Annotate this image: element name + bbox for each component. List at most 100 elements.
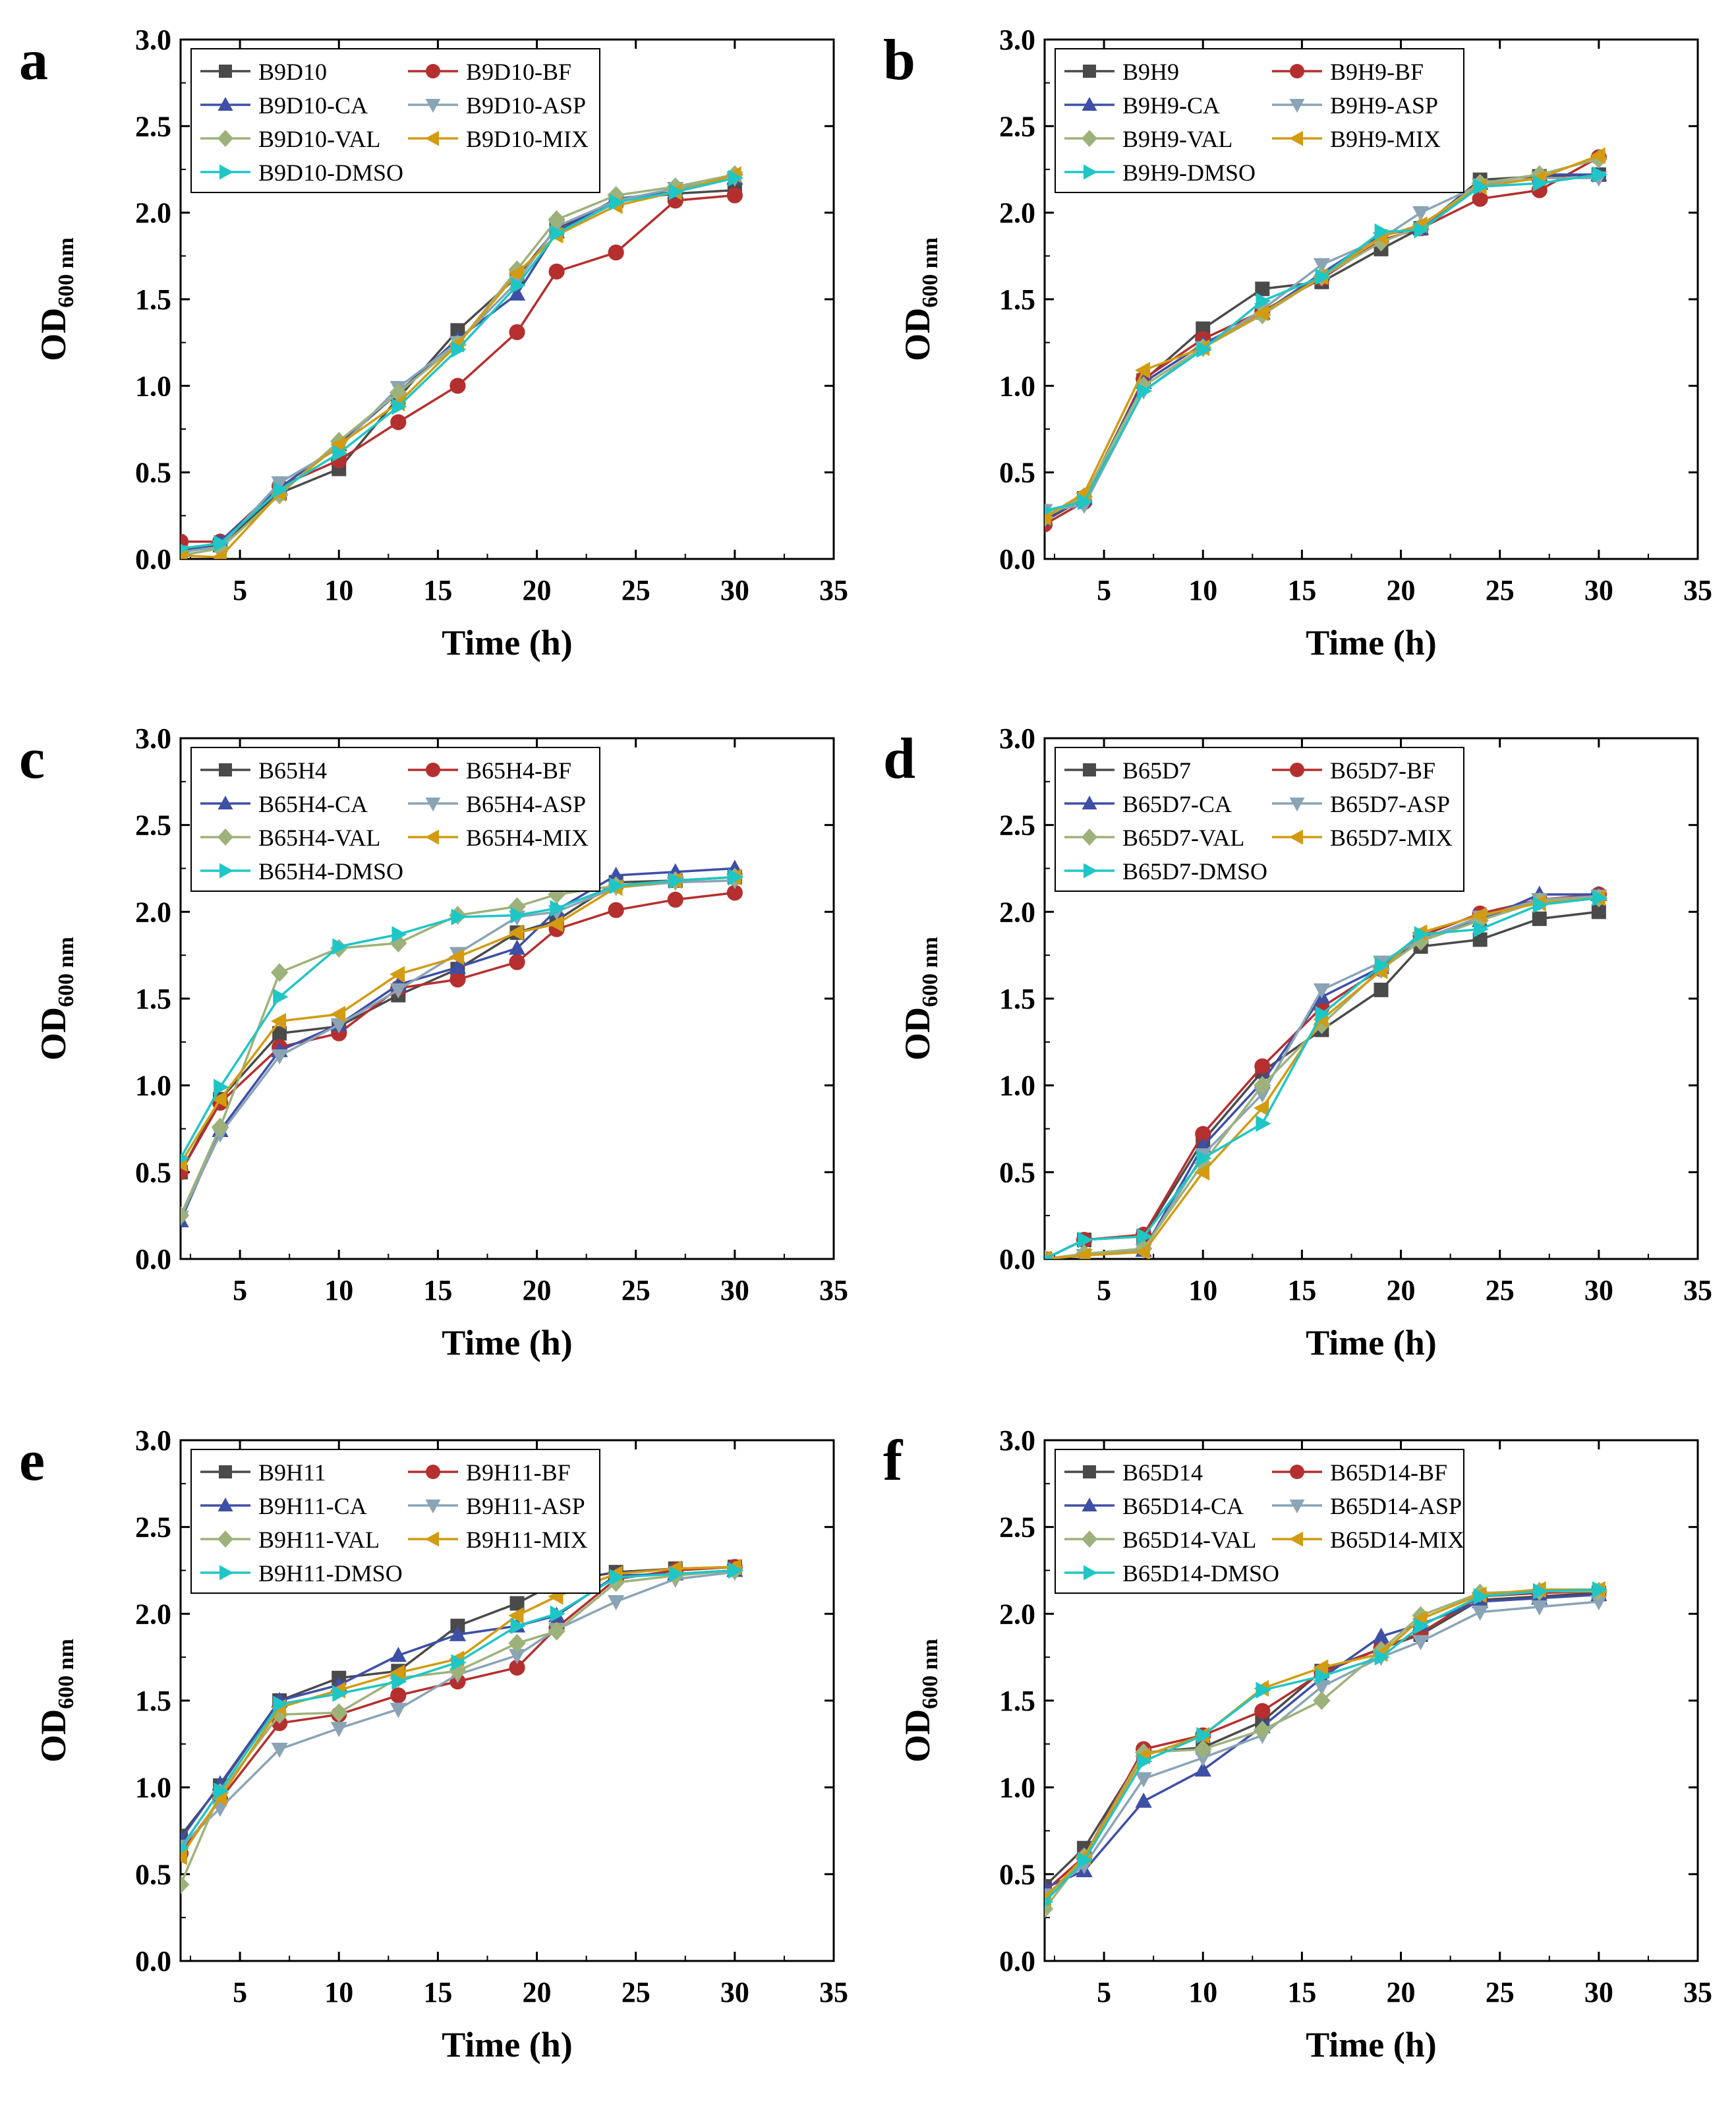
legend-box xyxy=(1055,48,1464,193)
data-point xyxy=(1254,1703,1271,1719)
data-point xyxy=(1196,1150,1212,1167)
x-tick-label: 5 xyxy=(233,1976,247,2008)
legend-marker xyxy=(1289,1531,1303,1547)
data-point xyxy=(1414,925,1430,943)
y-axis-title-subscript: 600 nm xyxy=(54,237,78,308)
y-tick-label: 2.0 xyxy=(999,1598,1035,1630)
legend-entry: B9D10-MIX xyxy=(408,126,589,152)
legend-entry: B65D7 xyxy=(1064,757,1191,784)
data-point xyxy=(214,1078,229,1095)
y-tick-label: 3.0 xyxy=(135,1424,171,1457)
data-point xyxy=(390,1647,407,1662)
data-point xyxy=(1313,1691,1331,1710)
data-point xyxy=(550,225,565,242)
legend-entry: B9H11 xyxy=(200,1459,326,1486)
y-tick-label: 3.0 xyxy=(999,24,1035,56)
data-point xyxy=(1078,493,1093,510)
legend-marker xyxy=(219,1465,232,1478)
legend-entry: B9H9 xyxy=(1064,59,1179,85)
legend-marker xyxy=(425,131,439,146)
x-axis-title: Time (h) xyxy=(442,2025,573,2064)
data-point xyxy=(390,983,407,999)
data-point xyxy=(1592,166,1608,183)
data-point xyxy=(1374,982,1389,997)
data-point xyxy=(508,1607,524,1624)
legend-entry: B65D14-MIX xyxy=(1272,1527,1464,1553)
legend-label: B65D7-ASP xyxy=(1330,791,1450,817)
x-axis-title: Time (h) xyxy=(442,623,573,662)
legend-marker xyxy=(425,798,441,811)
legend-entry: B65D7-DMSO xyxy=(1064,858,1267,885)
legend-label: B9H11 xyxy=(258,1459,326,1486)
data-point xyxy=(609,194,625,211)
data-layer xyxy=(181,860,744,1227)
series-line xyxy=(1045,896,1599,1259)
chart-panel-d: d 5 10 15 20 25 30 35 0.0 0.5 1.0 1.5 2.0 2.5 3.0 Time … xyxy=(883,722,1712,1362)
legend-marker xyxy=(1082,97,1097,111)
data-point xyxy=(1532,896,1548,914)
legend-marker xyxy=(425,99,441,113)
data-point xyxy=(668,183,684,200)
data-point xyxy=(726,885,743,901)
data-point xyxy=(1137,1228,1153,1245)
data-point xyxy=(211,1117,229,1137)
data-point xyxy=(548,210,565,229)
data-point xyxy=(607,186,625,205)
legend-marker xyxy=(425,1531,439,1547)
series-line xyxy=(1045,1600,1599,1896)
x-tick-label: 35 xyxy=(1683,574,1712,606)
series-b65d7-dmso xyxy=(1045,889,1608,1259)
y-axis-title: OD600 nm xyxy=(898,1639,942,1763)
data-point xyxy=(1532,1583,1548,1600)
chart-panel-a: a 5 10 15 20 25 30 35 0.0 0.5 1.0 1.5 2.0 2.5 3.0 Time … xyxy=(19,24,848,662)
legend-label: B9H11-DMSO xyxy=(258,1560,403,1587)
x-tick-label: 5 xyxy=(1097,1274,1111,1306)
x-tick-label: 25 xyxy=(1486,574,1515,606)
series-line xyxy=(1045,893,1599,1259)
data-point xyxy=(391,398,407,415)
data-point xyxy=(1196,341,1212,358)
legend-entry: B65H4-VAL xyxy=(200,825,380,851)
data-point xyxy=(391,925,407,943)
legend-entry: B9H11-ASP xyxy=(408,1493,585,1519)
data-point xyxy=(1532,175,1548,192)
data-point xyxy=(508,939,526,955)
data-point xyxy=(390,1703,407,1718)
series-b65d14-asp xyxy=(1045,1595,1607,1904)
series-b65d7-mix xyxy=(1045,889,1606,1259)
legend-label: B65D14-MIX xyxy=(1330,1527,1464,1553)
data-point xyxy=(1374,1649,1390,1666)
panel-label: c xyxy=(19,727,45,791)
x-tick-label: 35 xyxy=(1683,1274,1712,1306)
data-point xyxy=(271,476,288,492)
legend-marker xyxy=(1084,863,1097,879)
data-point xyxy=(272,1026,287,1041)
x-tick-label: 10 xyxy=(324,574,353,606)
y-tick-label: 1.0 xyxy=(999,1070,1035,1102)
legend-entry: B65D14-DMSO xyxy=(1064,1560,1279,1587)
series-line xyxy=(1045,173,1599,521)
data-point xyxy=(1473,1588,1489,1605)
data-point xyxy=(1313,258,1331,274)
data-point xyxy=(1315,1006,1331,1023)
legend-label: B9H11-ASP xyxy=(466,1493,585,1519)
legend-label: B65H4-ASP xyxy=(466,791,586,817)
x-tick-label: 15 xyxy=(423,1274,452,1306)
data-point xyxy=(1134,362,1151,379)
x-tick-label: 25 xyxy=(1486,1976,1515,2008)
data-point xyxy=(270,963,289,982)
legend-marker xyxy=(219,763,232,776)
legend-label: B65H4-VAL xyxy=(258,825,380,851)
y-tick-label: 0.5 xyxy=(135,457,171,489)
data-point xyxy=(451,341,467,358)
data-point xyxy=(1194,1163,1210,1181)
x-tick-label: 30 xyxy=(720,1976,749,2008)
legend-label: B65D7-DMSO xyxy=(1122,858,1267,885)
data-layer xyxy=(181,1558,744,1894)
series-line xyxy=(181,177,736,550)
data-point xyxy=(508,924,524,941)
data-point xyxy=(391,1673,407,1690)
x-tick-label: 35 xyxy=(819,1976,848,2008)
data-point xyxy=(390,383,407,403)
x-tick-label: 30 xyxy=(720,1274,749,1306)
